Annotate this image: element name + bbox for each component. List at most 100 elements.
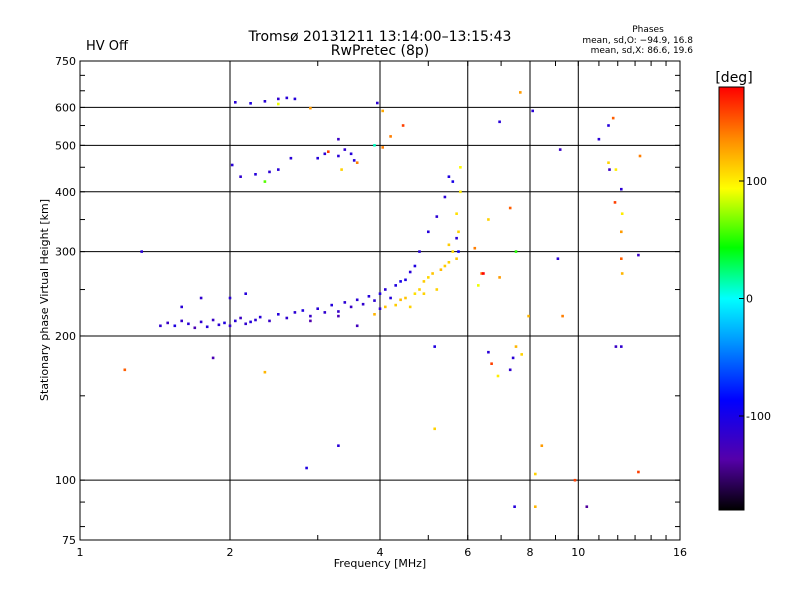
data-point <box>239 175 242 178</box>
data-point <box>378 292 382 295</box>
data-point <box>401 124 405 127</box>
data-point <box>277 168 280 171</box>
colorbar-tick-label: 100 <box>746 175 767 188</box>
data-point <box>340 168 343 171</box>
data-point <box>373 144 376 147</box>
y-tick-label: 200 <box>55 330 76 343</box>
x-tick-label: 16 <box>673 546 687 559</box>
data-point <box>487 218 490 221</box>
data-point <box>638 154 642 158</box>
data-point <box>343 301 347 304</box>
data-point <box>367 295 371 298</box>
data-point <box>607 161 610 164</box>
data-point <box>301 309 305 312</box>
data-point <box>511 356 515 360</box>
data-point <box>447 243 451 247</box>
data-point <box>431 272 434 275</box>
data-point <box>323 152 327 156</box>
data-point <box>355 161 359 164</box>
colorbar-tick-label: 0 <box>746 293 753 306</box>
data-points <box>123 91 642 508</box>
data-point <box>608 168 611 171</box>
y-tick-label: 75 <box>62 534 76 547</box>
data-point <box>614 168 618 171</box>
data-point <box>451 250 455 253</box>
data-point <box>614 345 618 348</box>
data-point <box>457 250 460 253</box>
grid-lines <box>80 61 680 540</box>
data-point <box>459 166 462 169</box>
y-tick-label: 100 <box>55 474 76 487</box>
data-point <box>514 250 518 253</box>
data-point <box>558 148 562 151</box>
stats-title: Phases <box>632 25 664 35</box>
data-point <box>487 350 490 354</box>
data-point <box>399 280 402 283</box>
data-point <box>404 278 407 282</box>
data-point <box>244 322 247 326</box>
data-point <box>277 313 280 316</box>
data-point <box>435 215 439 218</box>
data-point <box>455 212 458 215</box>
data-point <box>228 324 232 328</box>
data-point <box>381 109 384 113</box>
data-point <box>140 250 143 253</box>
data-point <box>389 135 392 138</box>
data-point <box>389 296 392 300</box>
data-point <box>540 444 544 447</box>
data-point <box>573 478 577 482</box>
hv-status: HV Off <box>86 39 129 54</box>
data-point <box>620 345 623 348</box>
data-point <box>498 276 501 279</box>
data-point <box>418 250 421 253</box>
data-point <box>277 97 280 101</box>
data-point <box>384 305 387 309</box>
data-point <box>180 305 183 309</box>
data-point <box>159 324 162 328</box>
x-tick-label: 4 <box>377 546 384 559</box>
data-point <box>404 296 407 300</box>
data-point <box>258 315 262 319</box>
data-point <box>249 102 252 105</box>
data-point <box>427 276 430 279</box>
data-point <box>316 156 319 160</box>
x-tick-label: 10 <box>571 546 585 559</box>
data-point <box>443 264 447 268</box>
x-axis-ticks: 1 2 4 6 8 10 16 <box>77 61 687 559</box>
data-point <box>268 319 271 323</box>
data-point <box>217 323 221 327</box>
data-point <box>531 109 534 113</box>
data-point <box>394 284 397 287</box>
x-axis-label: Frequency [MHz] <box>334 557 426 570</box>
data-point <box>193 326 197 330</box>
data-point <box>477 284 480 287</box>
data-point <box>447 175 451 178</box>
data-point <box>166 321 169 325</box>
data-point <box>205 325 209 329</box>
x-tick-label: 6 <box>464 546 471 559</box>
data-point <box>459 190 462 194</box>
data-point <box>394 303 397 307</box>
data-point <box>384 288 387 291</box>
data-point <box>534 472 537 476</box>
data-point <box>289 156 293 160</box>
data-point <box>309 314 312 318</box>
colorbar-ticks: 100 0 -100 <box>739 175 771 423</box>
data-point <box>249 320 252 324</box>
data-point <box>305 466 308 470</box>
data-point <box>373 313 376 316</box>
data-point <box>480 272 483 275</box>
data-point <box>408 270 412 274</box>
data-point <box>508 368 512 372</box>
data-point <box>447 261 451 264</box>
data-point <box>277 102 280 106</box>
data-point <box>637 470 640 474</box>
data-point <box>519 91 522 94</box>
data-point <box>637 253 640 257</box>
data-point <box>355 298 359 302</box>
data-point <box>180 319 183 323</box>
data-point <box>268 170 271 174</box>
data-point <box>455 236 458 240</box>
data-point <box>457 230 460 234</box>
data-point <box>496 374 500 378</box>
